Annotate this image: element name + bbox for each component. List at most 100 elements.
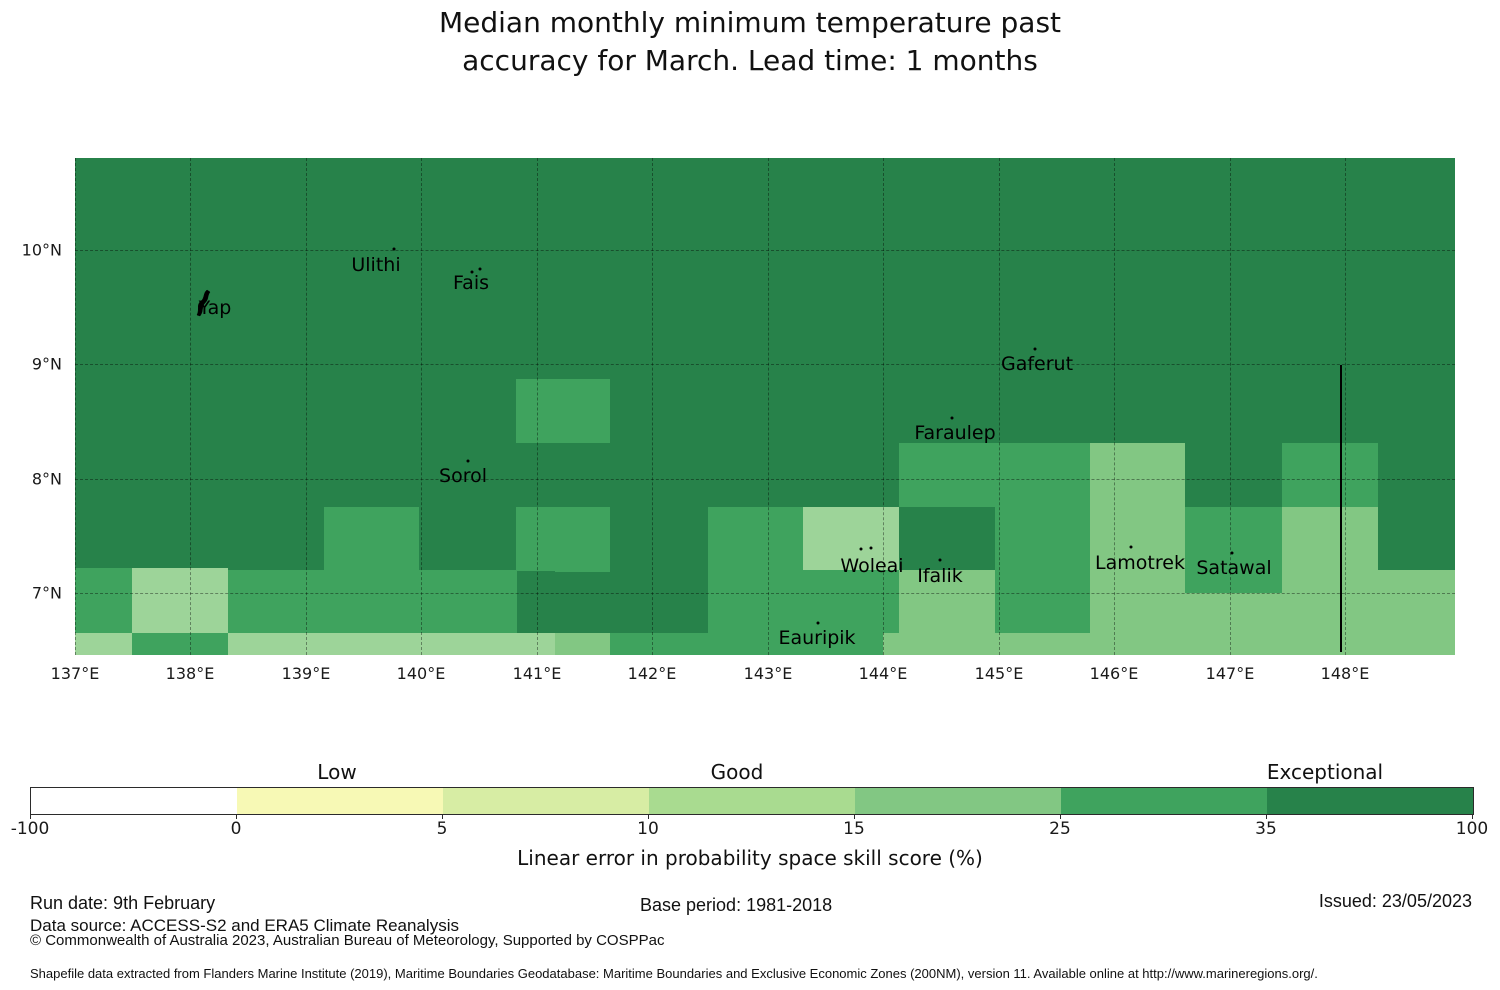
island-marker-dot xyxy=(392,247,396,251)
chart-title-line1: Median monthly minimum temperature past xyxy=(438,6,1062,39)
colorbar-category-label: Exceptional xyxy=(1266,760,1384,784)
colorbar-tick-mark xyxy=(854,814,855,819)
map-vertical-gridline xyxy=(1114,158,1115,655)
longitude-tick-label: 140°E xyxy=(396,664,446,683)
island-marker-dot xyxy=(938,558,942,562)
island-marker-dot xyxy=(466,459,470,463)
colorbar-axis-label: Linear error in probability space skill … xyxy=(517,846,983,870)
map-vertical-gridline xyxy=(768,158,769,655)
longitude-tick-label: 138°E xyxy=(165,664,215,683)
colorbar-segment xyxy=(443,788,649,814)
colorbar-tick-mark xyxy=(1472,814,1473,819)
map-vertical-gridline xyxy=(306,158,307,655)
colorbar xyxy=(30,787,1474,815)
island-label: Yap xyxy=(198,297,232,319)
island-label: Fais xyxy=(452,272,490,294)
heatmap-cell xyxy=(324,507,419,570)
data-source-text: Data source: ACCESS-S2 and ERA5 Climate … xyxy=(30,916,459,935)
island-marker-dot xyxy=(478,267,482,271)
heatmap-cell xyxy=(1378,570,1455,655)
island-label: Faraulep xyxy=(914,422,996,444)
colorbar-segment xyxy=(649,788,855,814)
colorbar-tick-mark xyxy=(1060,814,1061,819)
heatmap-cell xyxy=(1185,507,1282,593)
longitude-tick-label: 142°E xyxy=(627,664,677,683)
longitude-tick-label: 143°E xyxy=(743,664,793,683)
colorbar-tick-mark xyxy=(30,814,31,819)
heatmap-cell xyxy=(883,633,1090,655)
heatmap-cell xyxy=(1185,593,1282,655)
island-label: Sorol xyxy=(439,465,487,487)
latitude-tick-label: 7°N xyxy=(31,583,62,603)
map-horizontal-gridline xyxy=(75,479,1455,480)
island-marker-dot xyxy=(859,547,863,551)
heatmap-cell xyxy=(610,633,883,655)
island-marker-dot xyxy=(950,416,954,420)
island-marker-dot xyxy=(1033,347,1037,351)
heatmap-cell xyxy=(803,507,899,570)
heatmap-cell xyxy=(555,633,610,655)
colorbar-tick-label: 100 xyxy=(1455,819,1489,839)
island-label: Ulithi xyxy=(351,254,401,276)
yap-island-glyph xyxy=(196,289,211,317)
heatmap-cell xyxy=(1282,507,1378,655)
map-vertical-gridline xyxy=(190,158,191,655)
heatmap-cell xyxy=(1090,443,1185,655)
map-vertical-gridline xyxy=(75,158,76,655)
run-date-text: Run date: 9th February xyxy=(30,893,216,913)
longitude-tick-label: 146°E xyxy=(1089,664,1139,683)
heatmap-cell xyxy=(75,633,132,655)
heatmap-cell xyxy=(228,570,517,633)
island-marker-dot xyxy=(816,621,820,625)
heatmap-cell xyxy=(995,507,1090,633)
map-horizontal-gridline xyxy=(75,250,1455,251)
island-label: Ifalik xyxy=(917,565,963,587)
heatmap-cell xyxy=(132,633,228,655)
heatmap-cell xyxy=(1282,443,1378,507)
map-vertical-gridline xyxy=(999,158,1000,655)
colorbar-tick-label: 25 xyxy=(1049,819,1071,839)
colorbar-tick-label: 5 xyxy=(436,819,448,839)
island-marker-dot xyxy=(470,270,474,274)
colorbar-tick-mark xyxy=(236,814,237,819)
longitude-tick-label: 141°E xyxy=(512,664,562,683)
island-marker-dot xyxy=(1129,545,1133,549)
colorbar-tick-mark xyxy=(648,814,649,819)
longitude-tick-label: 147°E xyxy=(1205,664,1255,683)
island-label: Eauripik xyxy=(778,627,856,649)
latitude-tick-label: 8°N xyxy=(31,469,62,489)
longitude-tick-label: 144°E xyxy=(858,664,908,683)
longitude-tick-label: 137°E xyxy=(50,664,100,683)
heatmap-cell xyxy=(132,568,228,633)
heatmap-cell xyxy=(708,507,803,633)
colorbar-tick-mark xyxy=(1266,814,1267,819)
colorbar-segment xyxy=(1267,788,1473,814)
chart-title-line2: accuracy for March. Lead time: 1 months xyxy=(462,44,1038,77)
colorbar-category-label: Good xyxy=(710,760,764,784)
island-label: Satawal xyxy=(1196,557,1272,579)
map-vertical-gridline xyxy=(537,158,538,655)
colorbar-category-label: Low xyxy=(317,760,357,784)
map-horizontal-gridline xyxy=(75,593,1455,594)
map-vertical-gridline xyxy=(1230,158,1231,655)
map-plot-area: Yap Ulithi Fais Sorol Gaferut Faraulep Woleai I… xyxy=(75,158,1455,655)
heatmap-cell xyxy=(555,507,610,572)
map-vertical-gridline xyxy=(421,158,422,655)
issued-date-text: Issued: 23/05/2023 xyxy=(1318,891,1472,911)
colorbar-tick-label: 35 xyxy=(1255,819,1277,839)
map-vertical-gridline xyxy=(652,158,653,655)
island-marker-dot xyxy=(1230,551,1234,555)
longitude-tick-label: 145°E xyxy=(974,664,1024,683)
map-vertical-gridline xyxy=(1345,158,1346,655)
chart-title: Median monthly minimum temperature past … xyxy=(0,4,1500,80)
map-horizontal-gridline xyxy=(75,364,1455,365)
heatmap-cell xyxy=(899,570,996,633)
colorbar-segment xyxy=(855,788,1061,814)
heatmap-cell xyxy=(899,443,1090,507)
island-marker-dot xyxy=(869,546,873,550)
colorbar-tick-label: 15 xyxy=(843,819,865,839)
colorbar-segment xyxy=(1061,788,1267,814)
colorbar-tick-mark xyxy=(442,814,443,819)
heatmap-cell xyxy=(228,633,555,655)
base-period-text: Base period: 1981-2018 xyxy=(640,895,833,915)
